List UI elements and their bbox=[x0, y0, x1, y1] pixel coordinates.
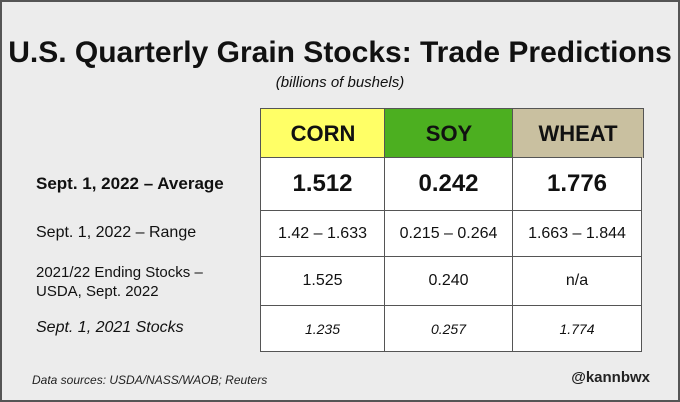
cell-ending-corn: 1.525 bbox=[302, 272, 343, 289]
cell-average-soy: 0.242 bbox=[418, 170, 479, 197]
data-grid: 1.512 0.242 1.776 1.42 – 1.633 0.215 – 0… bbox=[260, 157, 642, 352]
chart-subtitle: (billions of bushels) bbox=[275, 74, 405, 91]
cell-2021-corn: 1.235 bbox=[304, 320, 341, 337]
row-label-2021-stocks: Sept. 1, 2021 Stocks bbox=[36, 319, 184, 336]
row-label-range: Sept. 1, 2022 – Range bbox=[36, 224, 197, 241]
cell-range-soy: 0.215 – 0.264 bbox=[399, 224, 498, 242]
author-handle: @kannbwx bbox=[571, 369, 650, 386]
grid-divider bbox=[261, 256, 641, 257]
row-label-ending-stocks: 2021/22 Ending Stocks – USDA, Sept. 2022 bbox=[36, 264, 203, 300]
data-source-note: Data sources: USDA/NASS/WAOB; Reuters bbox=[32, 373, 268, 387]
cell-ending-wheat: n/a bbox=[565, 272, 589, 289]
column-header-corn: CORN bbox=[260, 108, 385, 158]
cell-2021-soy: 0.257 bbox=[430, 320, 467, 337]
cell-ending-soy: 0.240 bbox=[428, 272, 469, 289]
chart-title: U.S. Quarterly Grain Stocks: Trade Predi… bbox=[8, 36, 672, 69]
cell-range-corn: 1.42 – 1.633 bbox=[278, 224, 367, 242]
cell-average-wheat: 1.776 bbox=[546, 170, 608, 197]
grid-divider bbox=[261, 210, 641, 211]
cell-2021-wheat: 1.774 bbox=[559, 320, 595, 337]
grid-divider bbox=[261, 305, 641, 306]
column-header-wheat: WHEAT bbox=[512, 108, 644, 158]
grid-divider bbox=[384, 158, 385, 351]
row-label-average: Sept. 1, 2022 – Average bbox=[36, 174, 224, 193]
cell-average-corn: 1.512 bbox=[292, 170, 353, 197]
cell-range-wheat: 1.663 – 1.844 bbox=[528, 224, 626, 242]
column-header-soy: SOY bbox=[384, 108, 513, 158]
grid-divider bbox=[512, 158, 513, 351]
